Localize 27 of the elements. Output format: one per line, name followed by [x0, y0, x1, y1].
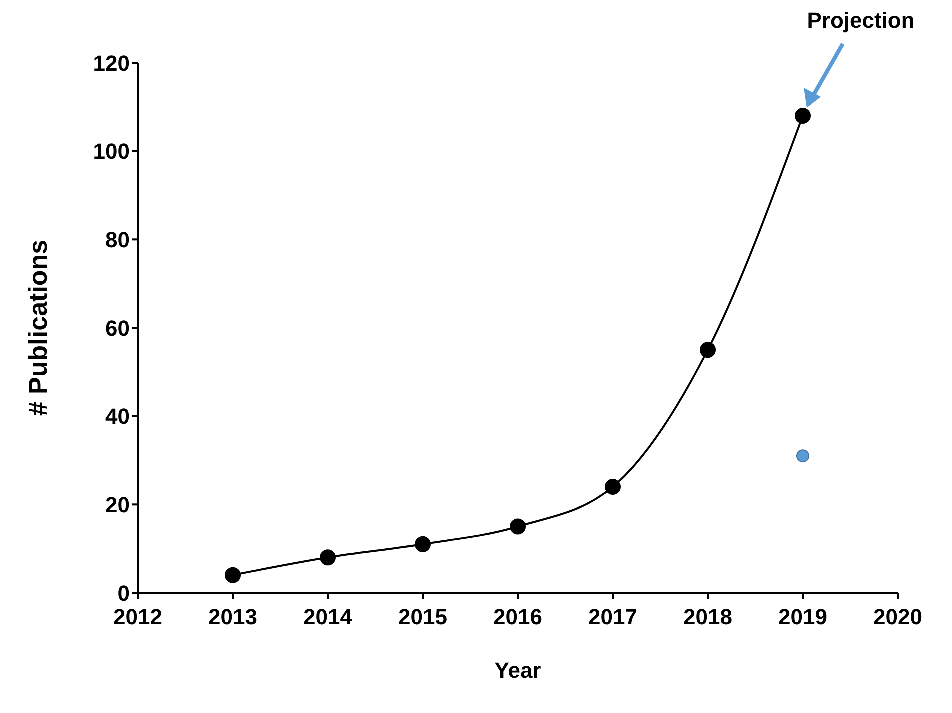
x-tick-label: 2019 — [778, 604, 828, 630]
point — [415, 536, 431, 552]
point — [225, 567, 241, 584]
y-tick-label: 80 — [106, 227, 130, 252]
y-tick-label: 60 — [106, 316, 130, 341]
point — [510, 518, 526, 535]
y-tick-label: 0 — [118, 580, 130, 606]
point — [795, 108, 811, 124]
x-tick-label: 2020 — [874, 604, 922, 630]
x-tick-label: 2012 — [114, 604, 162, 630]
x-tick-label: 2016 — [494, 604, 542, 630]
y-tick-label: 120 — [93, 50, 130, 76]
x-tick-label: 2014 — [304, 604, 354, 630]
point — [320, 550, 336, 566]
point — [605, 479, 621, 495]
x-tick-label: 2015 — [398, 604, 448, 630]
x-tick-label: 2018 — [684, 604, 732, 630]
y-tick-label: 40 — [106, 404, 130, 430]
x-tick-label: 2013 — [208, 604, 258, 630]
point — [796, 450, 810, 463]
y-tick-label: 20 — [106, 492, 130, 518]
text: Projection — [807, 8, 915, 33]
x-tick-label: 2017 — [588, 604, 638, 630]
y-axis-title: # Publications — [23, 240, 54, 416]
point — [700, 342, 716, 358]
y-tick-label: 100 — [93, 139, 130, 164]
x-axis-title: Year — [494, 658, 542, 683]
